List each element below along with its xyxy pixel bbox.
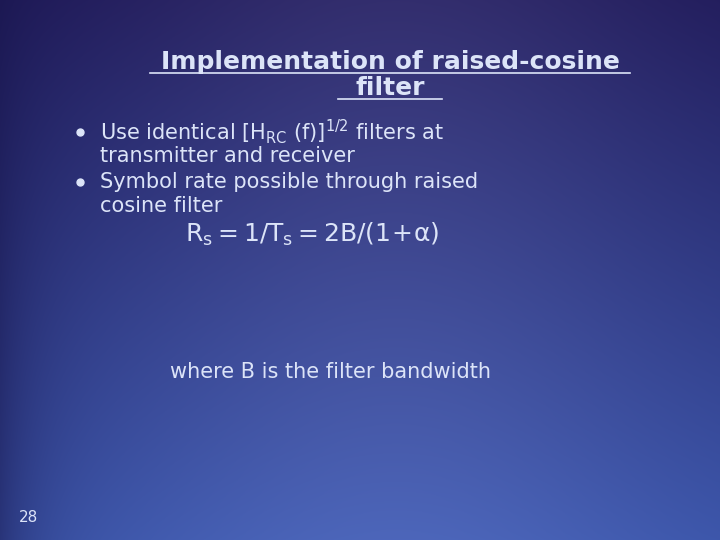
Text: Use identical $\mathsf{[H_{RC}\ (f)]^{1/2}}$ filters at: Use identical $\mathsf{[H_{RC}\ (f)]^{1/… (100, 118, 444, 146)
Text: Implementation of raised-cosine: Implementation of raised-cosine (161, 50, 619, 74)
Text: Symbol rate possible through raised: Symbol rate possible through raised (100, 172, 478, 192)
Text: 28: 28 (19, 510, 37, 525)
Text: transmitter and receiver: transmitter and receiver (100, 146, 355, 166)
Text: $\mathsf{R_s = 1/T_s = 2B/(1\!+\!\alpha)}$: $\mathsf{R_s = 1/T_s = 2B/(1\!+\!\alpha)… (185, 220, 439, 248)
Text: cosine filter: cosine filter (100, 196, 222, 216)
Text: filter: filter (355, 76, 425, 100)
Text: where B is the filter bandwidth: where B is the filter bandwidth (169, 362, 490, 382)
